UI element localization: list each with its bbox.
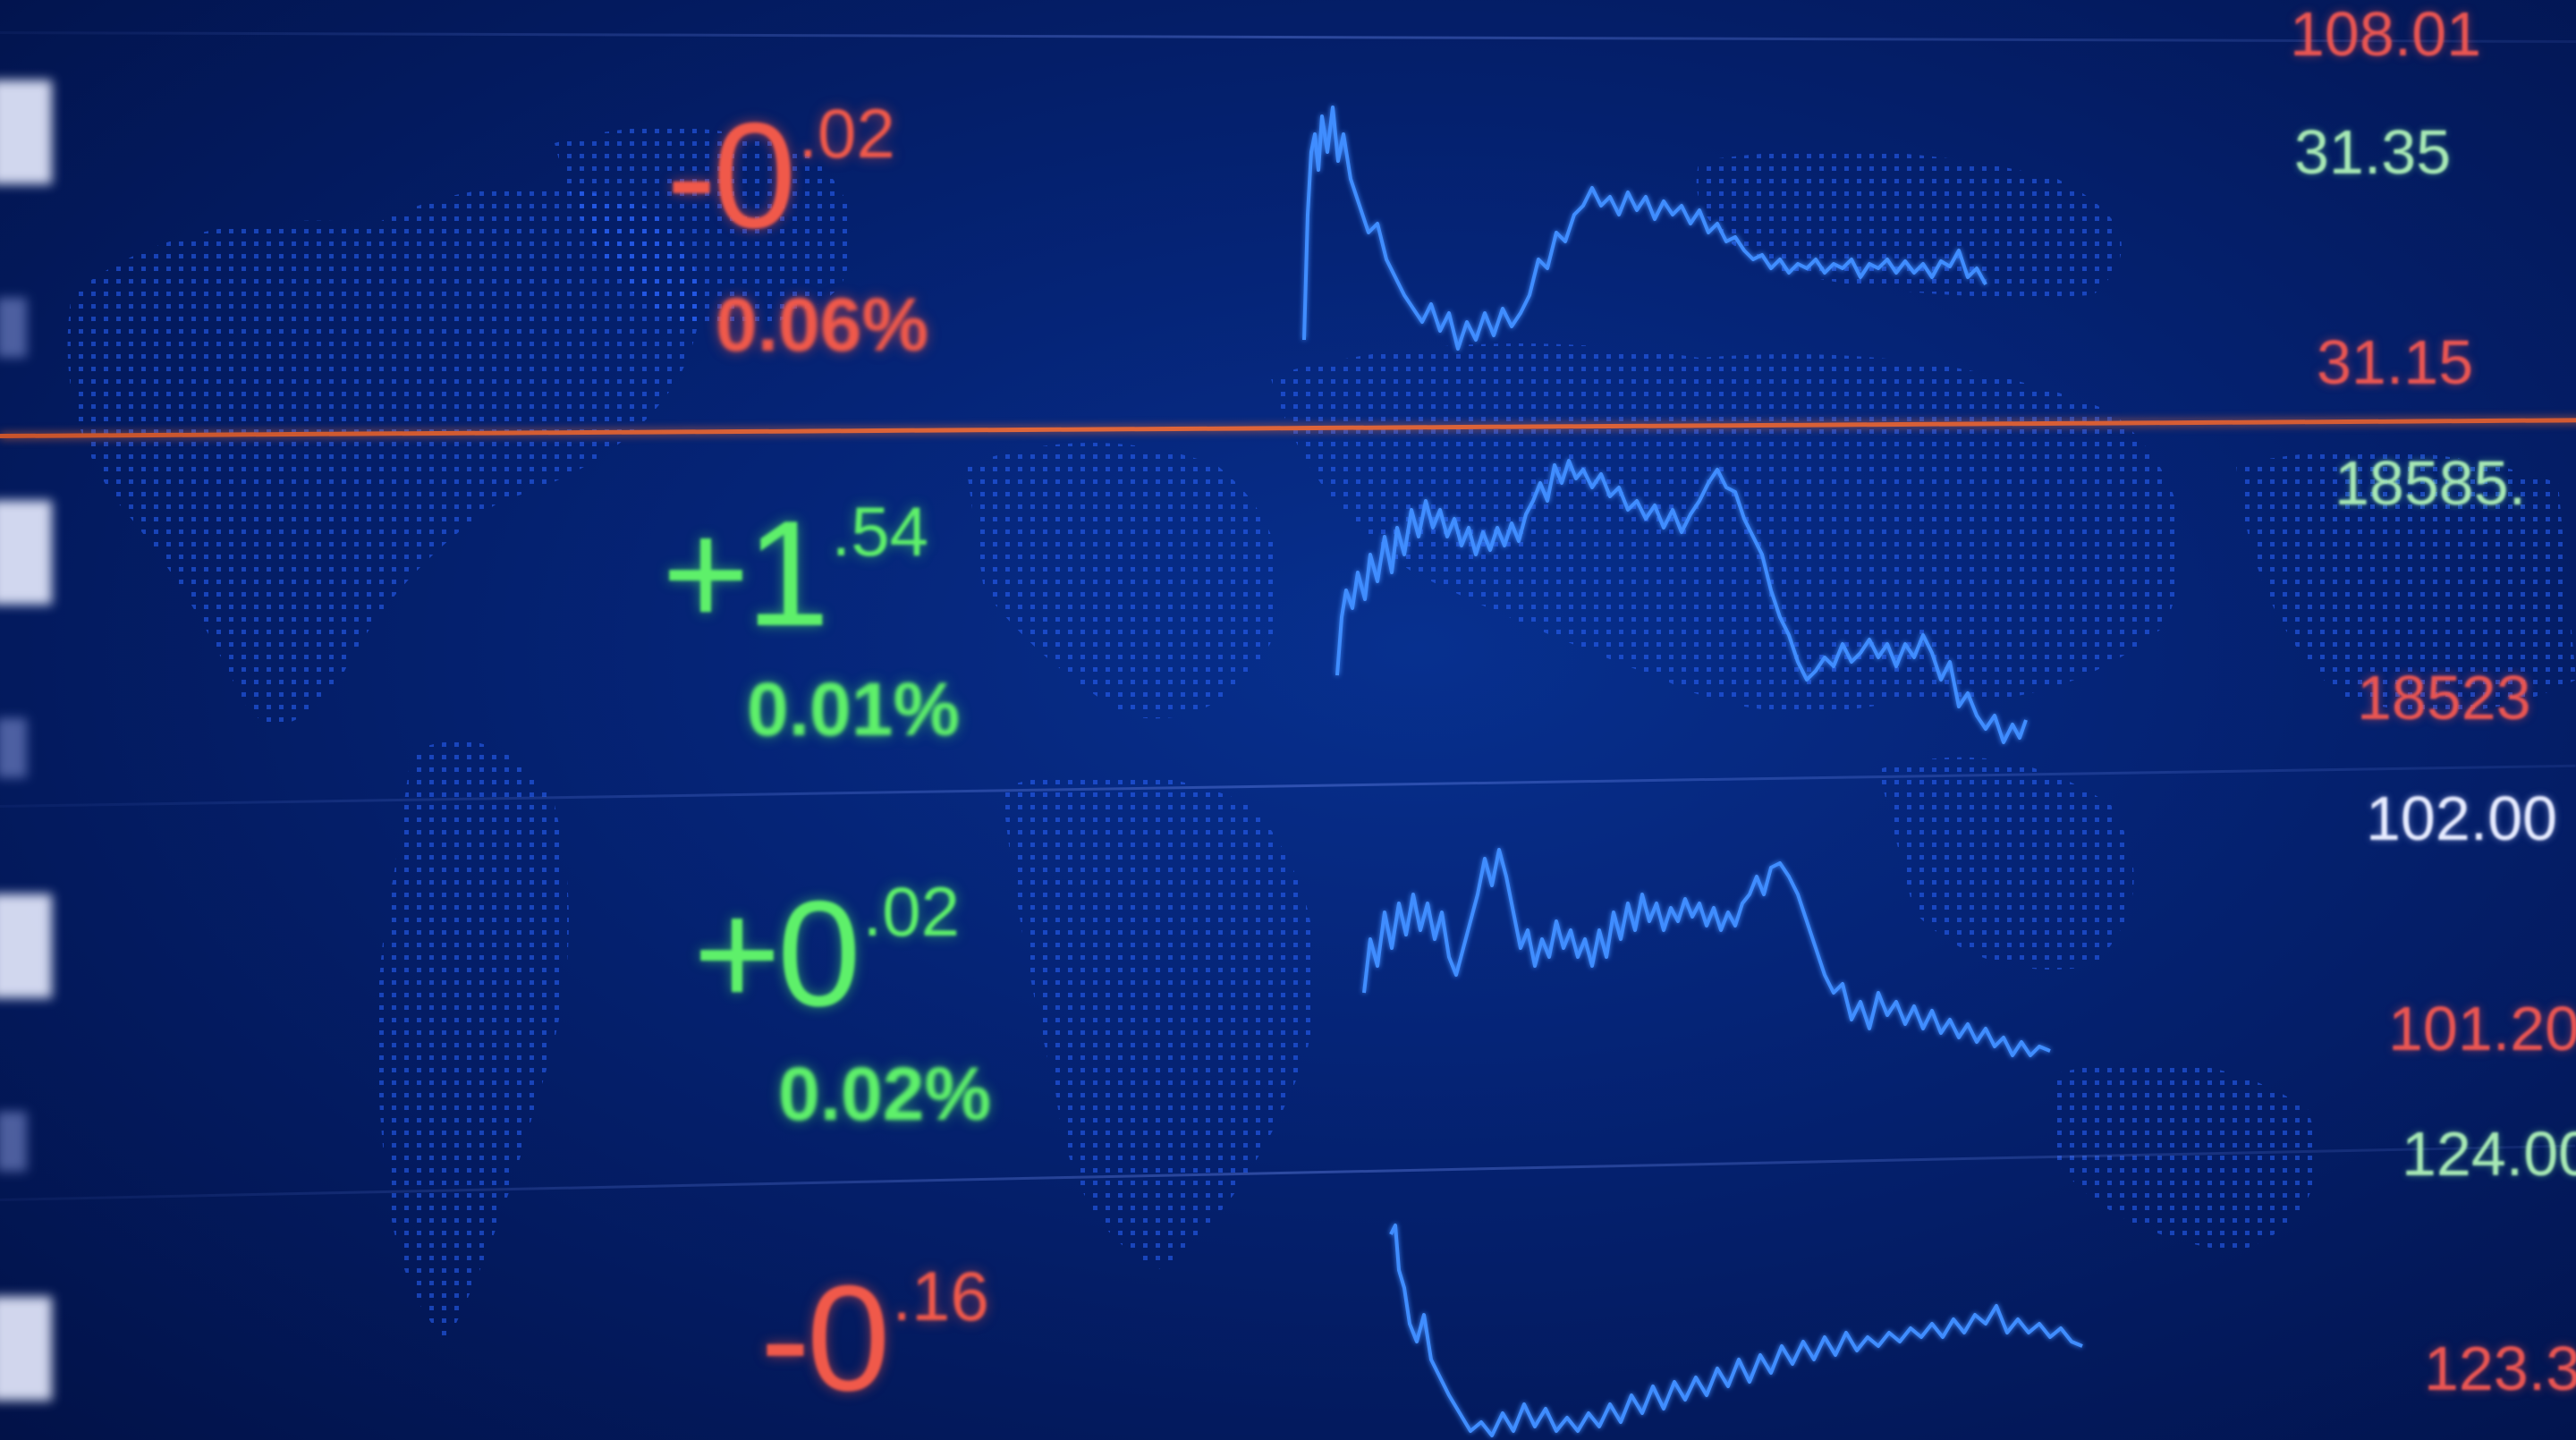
ticker-symbol-fragment: █ (0, 502, 53, 597)
change-integer: +1 (662, 489, 830, 657)
ticker-symbol-fragment: █ (0, 1298, 53, 1393)
row-1-high: 31.35 (2294, 117, 2452, 187)
row-1-low: 31.15 (2317, 327, 2474, 397)
row-1-top-price: 108.01 (2290, 0, 2482, 69)
row-2-change: +1.54 (662, 487, 928, 660)
row-1-sparkline (1302, 106, 1987, 351)
change-integer: +0 (693, 869, 861, 1038)
ticker-symbol-fragment: █ (0, 895, 53, 991)
row-2-high: 18585. (2334, 448, 2527, 518)
row-3-low: 101.20 (2388, 994, 2576, 1063)
row-3-change: +0.02 (693, 868, 960, 1040)
ticker-symbol-fragment: ▮ (0, 279, 33, 363)
ticker-symbol-fragment: █ (0, 81, 53, 177)
change-decimal: .02 (798, 94, 895, 173)
row-4-high: 124.00 (2402, 1119, 2576, 1189)
change-decimal: .02 (862, 872, 960, 951)
row-3-high: 102.00 (2366, 784, 2558, 853)
row-1-percent: 0.06% (716, 283, 929, 367)
ticker-symbol-fragment: ▮ (0, 699, 33, 784)
row-3-sparkline (1362, 848, 2051, 1057)
change-integer: -0 (666, 91, 796, 259)
ticker-symbol-fragment: ▮ (0, 1093, 33, 1177)
row-4-low: 123.3 (2424, 1334, 2576, 1403)
row-4-sparkline (1389, 1224, 2083, 1437)
row-1-change: -0.02 (666, 89, 895, 262)
row-2-low: 18523 (2357, 663, 2531, 733)
row-2-percent: 0.01% (747, 667, 961, 751)
change-decimal: .16 (892, 1257, 989, 1335)
row-2-sparkline (1335, 459, 2028, 744)
change-decimal: .54 (831, 492, 928, 571)
row-3-percent: 0.02% (778, 1052, 992, 1136)
row-4-change: -0.16 (760, 1252, 989, 1425)
change-integer: -0 (760, 1254, 890, 1422)
